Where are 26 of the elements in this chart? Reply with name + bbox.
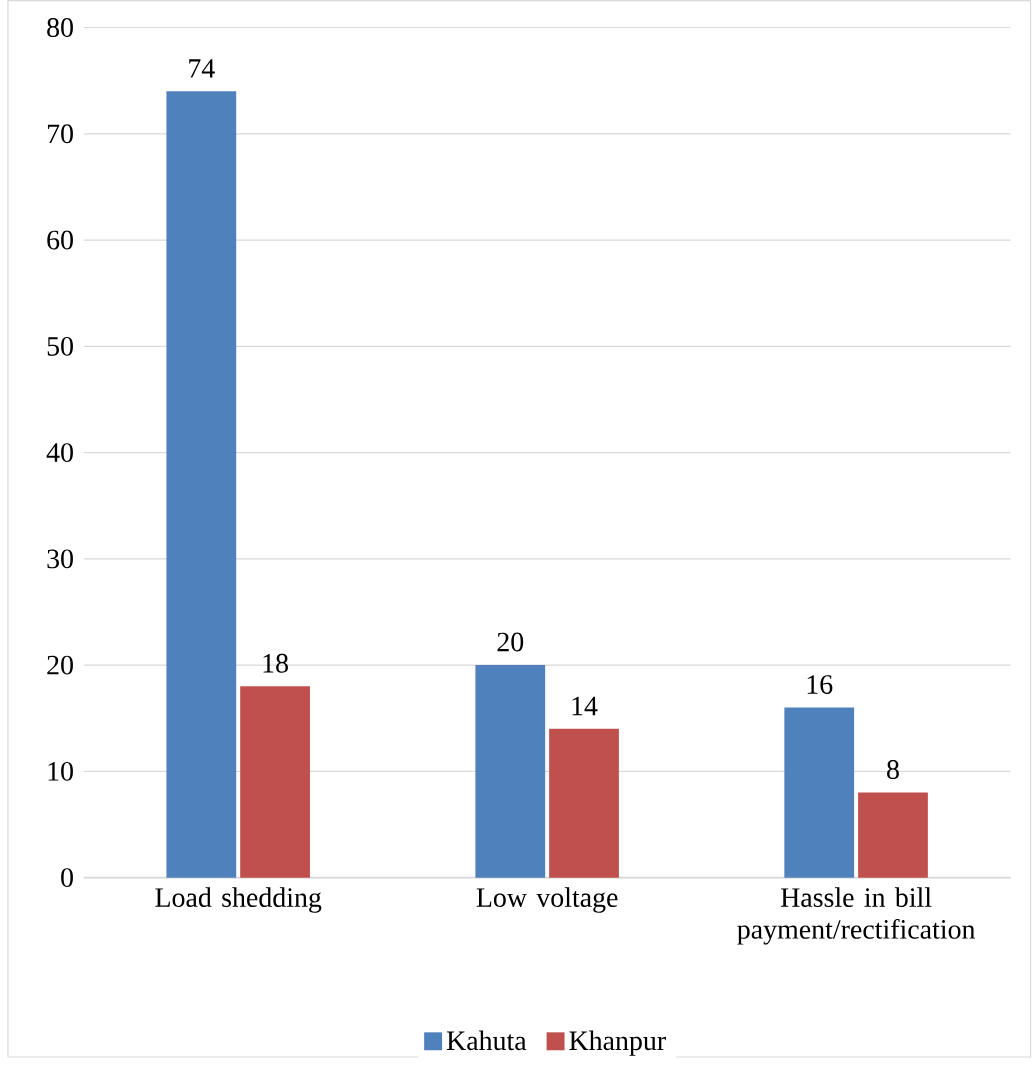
y-tick-label: 40 [46,443,74,462]
bar [858,792,929,878]
data-label: 18 [263,653,289,673]
bar [166,91,237,878]
y-tick-label: 10 [48,761,74,781]
y-tick-label: 0 [61,868,74,888]
data-label: 14 [572,696,598,716]
legend-label: Kahuta [447,1030,527,1051]
bar [475,665,546,878]
y-tick-label: 50 [47,336,74,356]
data-label: 16 [807,675,833,694]
bar [784,707,855,878]
bar [240,686,311,878]
legend-label: Khanpur [569,1030,667,1056]
x-tick-label: Low voltage [476,887,618,913]
y-tick-label: 20 [47,655,74,675]
y-tick-label: 70 [48,124,74,144]
x-tick-label: Load shedding [155,887,322,913]
y-tick-label: 80 [47,18,74,37]
y-tick-label: 30 [47,549,74,569]
data-label: 20 [497,632,524,652]
bar [549,728,620,878]
data-label: 8 [887,760,900,779]
data-label: 74 [189,59,216,78]
y-tick-label: 60 [47,230,74,250]
x-tick-label: Hassle in bill payment/rectification [737,887,976,945]
